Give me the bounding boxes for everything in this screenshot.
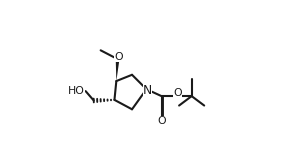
- Text: O: O: [157, 116, 166, 126]
- Polygon shape: [116, 59, 119, 81]
- Text: HO: HO: [68, 86, 85, 96]
- Text: N: N: [143, 84, 152, 97]
- Text: O: O: [173, 88, 181, 98]
- Text: O: O: [114, 52, 123, 62]
